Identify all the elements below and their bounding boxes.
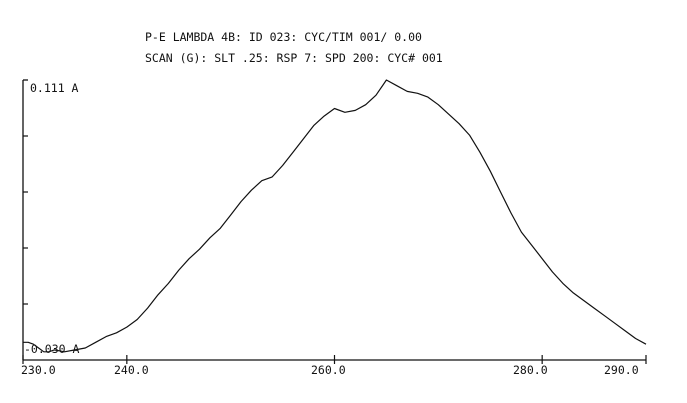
y-axis-top-label: 0.111 A (30, 81, 79, 95)
absorbance-trace (23, 79, 647, 353)
y-axis-bottom-label: -0.030 A (24, 342, 79, 356)
instrument-header-line-1: P-E LAMBDA 4B: ID 023: CYC/TIM 001/ 0.00 (145, 30, 422, 44)
x-tick-label-230: 230.0 (21, 363, 56, 377)
x-tick-label-280: 280.0 (513, 363, 548, 377)
x-axis-ticks (22, 355, 647, 364)
instrument-header-line-2: SCAN (G): SLT .25: RSP 7: SPD 200: CYC# … (145, 51, 443, 65)
x-tick-label-260: 260.0 (311, 363, 346, 377)
y-axis-ticks (23, 135, 28, 305)
x-tick-label-240: 240.0 (114, 363, 149, 377)
x-tick-label-290: 290.0 (604, 363, 639, 377)
